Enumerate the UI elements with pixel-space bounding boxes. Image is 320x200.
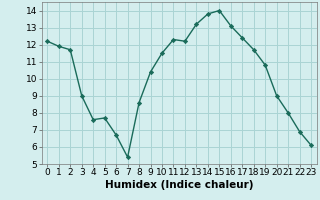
X-axis label: Humidex (Indice chaleur): Humidex (Indice chaleur) bbox=[105, 180, 253, 190]
